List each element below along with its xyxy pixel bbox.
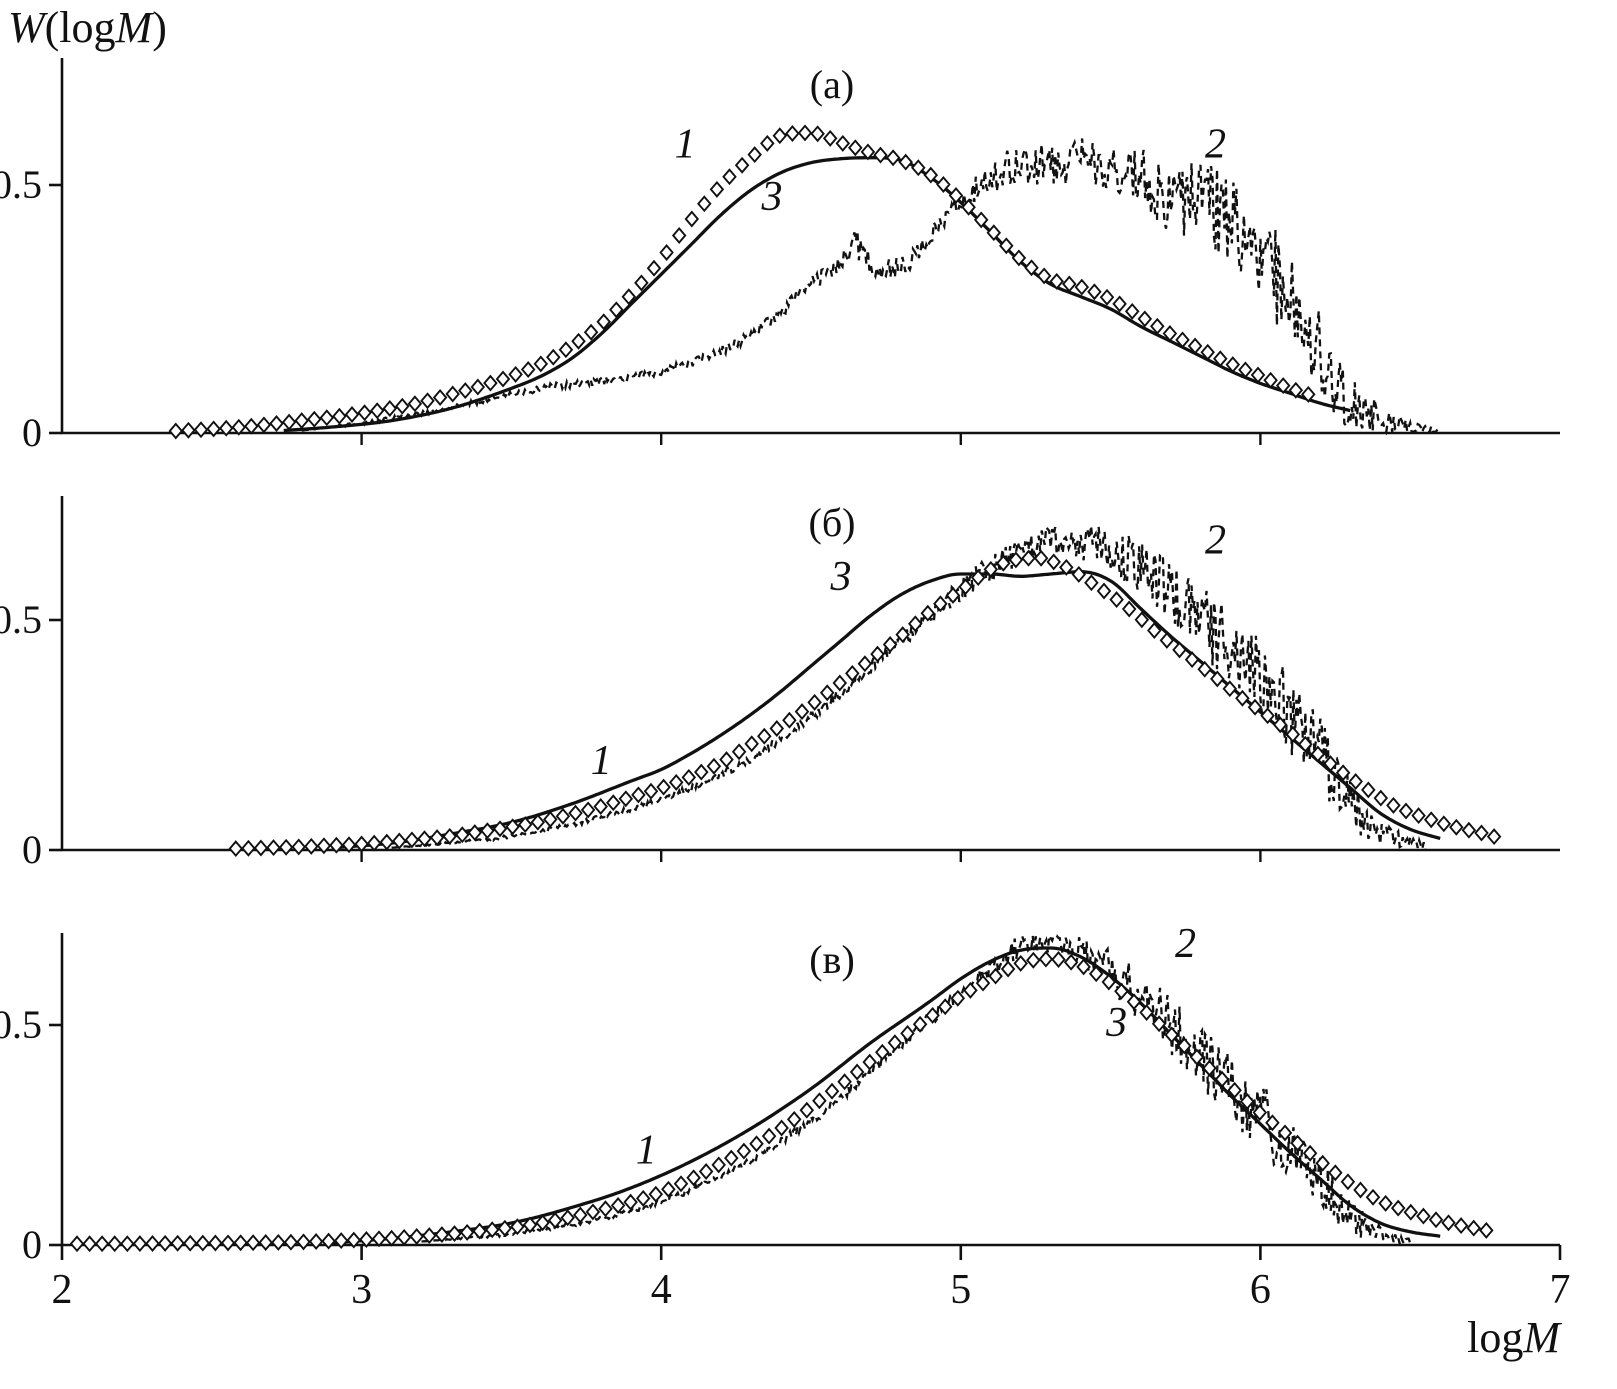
- x-tick-label: 4: [651, 1267, 672, 1313]
- axes-lines: [60, 58, 1560, 435]
- curve-number-label-3: 3: [829, 554, 851, 600]
- x-tick-label: 6: [1250, 1267, 1271, 1313]
- panel-label: (в): [809, 937, 855, 982]
- x-tick-label: 2: [52, 1267, 73, 1313]
- y-tick-label: 0.5: [0, 162, 42, 207]
- curve-3-solid-line: [283, 156, 1351, 433]
- panel-2: 0 0.5 (б) 1 3 2: [0, 496, 1560, 872]
- curve-1-diamond-markers: [168, 124, 1316, 440]
- curve-number-label-2: 2: [1205, 122, 1226, 168]
- x-tick-label: 3: [351, 1267, 372, 1313]
- curve-3-solid-line: [331, 946, 1441, 1245]
- x-tick-label: 5: [950, 1267, 971, 1313]
- panel-1: 0 0.5 (а) 1 3 2: [0, 58, 1560, 455]
- x-tick-label: 7: [1550, 1267, 1571, 1313]
- curve-number-label-3: 3: [1105, 1000, 1127, 1046]
- curve-number-label-1: 1: [675, 122, 696, 168]
- y-tick-label: 0: [22, 410, 42, 455]
- y-tick-label: 0: [22, 1222, 42, 1267]
- panel-label: (б): [809, 500, 856, 545]
- curve-1-diamond-markers: [69, 950, 1494, 1253]
- axes-lines: [60, 496, 1560, 852]
- x-axis-title: logM: [1467, 1313, 1562, 1362]
- y-axis-title: W(logM): [8, 3, 167, 52]
- curve-1-diamond-markers: [228, 549, 1502, 858]
- curve-number-label-1: 1: [636, 1128, 657, 1174]
- panel-3: 0 0.5 2 3 4 5 6 7 (в) 1 3 2: [0, 921, 1571, 1313]
- curve-number-label-2: 2: [1175, 921, 1196, 967]
- curve-number-label-1: 1: [591, 738, 612, 784]
- y-tick-label: 0.5: [0, 597, 42, 642]
- curve-3-solid-line: [331, 570, 1441, 850]
- y-tick-label: 0: [22, 827, 42, 872]
- y-tick-label: 0.5: [0, 1002, 42, 1047]
- curve-2-dashed-noisy-line: [421, 931, 1412, 1246]
- curve-number-label-2: 2: [1205, 517, 1226, 563]
- panel-label: (а): [810, 62, 854, 107]
- curve-number-label-3: 3: [761, 174, 783, 220]
- curve-2-dashed-noisy-line: [391, 523, 1427, 854]
